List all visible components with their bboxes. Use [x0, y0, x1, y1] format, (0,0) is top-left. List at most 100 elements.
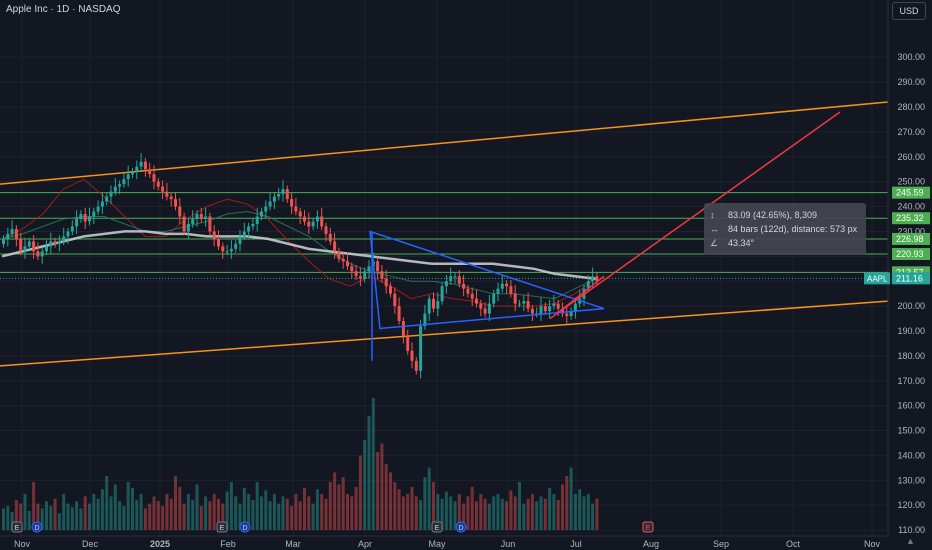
candle — [328, 233, 332, 242]
volume-bar — [66, 503, 70, 530]
time-tick-label: Oct — [786, 539, 801, 549]
price-tick-label: 140.00 — [897, 450, 925, 460]
candle — [522, 301, 526, 304]
candle — [311, 221, 315, 227]
volume-bar — [6, 506, 10, 530]
volume-bar — [298, 501, 302, 530]
volume-bar — [410, 486, 414, 530]
price-label-box — [892, 186, 930, 199]
price-tick-label: 200.00 — [897, 301, 925, 311]
candle — [260, 211, 263, 217]
dividend-marker[interactable] — [455, 521, 467, 533]
candle — [500, 283, 504, 289]
candle — [505, 283, 509, 287]
earnings-marker[interactable] — [431, 521, 443, 533]
candle — [277, 194, 281, 197]
price-tick-label: 240.00 — [897, 202, 925, 212]
candle — [406, 335, 410, 351]
tooltip-bars: 84 bars (122d), distance: 573 px — [728, 224, 858, 234]
candle — [191, 219, 195, 224]
tooltip-bars-row: ↔ 84 bars (122d), distance: 573 px — [710, 222, 857, 236]
candle — [66, 231, 70, 237]
price-label-text: 235.32 — [896, 213, 924, 223]
earnings-marker[interactable] — [216, 521, 228, 533]
volume-bar — [432, 482, 435, 530]
volume-bar — [148, 503, 152, 530]
volume-bar — [376, 452, 380, 530]
channel-upper-line[interactable] — [0, 101, 889, 185]
volume-bar — [161, 506, 165, 530]
volume-bar — [505, 501, 509, 530]
trend-ray-short[interactable] — [559, 275, 605, 312]
candle — [565, 313, 569, 317]
channel-lower-line[interactable] — [0, 300, 889, 367]
volume-bar — [27, 510, 31, 530]
volume-bar — [272, 494, 276, 530]
candle — [363, 271, 367, 279]
candle — [419, 326, 423, 371]
earnings-marker[interactable] — [642, 521, 654, 533]
candle — [526, 301, 530, 309]
candle — [62, 236, 66, 242]
volume-bar — [586, 494, 590, 530]
volume-bar — [444, 491, 448, 530]
dividend-marker[interactable] — [239, 521, 251, 533]
candle — [208, 216, 212, 232]
currency-button[interactable]: USD — [892, 2, 926, 20]
candle — [513, 293, 517, 304]
candle — [268, 201, 272, 207]
volume-bar — [247, 494, 251, 530]
candle — [384, 278, 388, 287]
volume-bar — [419, 500, 423, 530]
candle — [186, 223, 190, 232]
volume-bar — [406, 494, 410, 530]
volume-bar — [109, 496, 113, 530]
candle — [548, 306, 552, 312]
candle — [57, 241, 61, 244]
event-marker-label: E — [646, 525, 651, 532]
candle — [285, 189, 289, 200]
volume-bar — [238, 503, 242, 530]
volume-bar — [462, 503, 466, 530]
volume-bar — [311, 503, 315, 530]
volume-bar — [96, 498, 100, 530]
volume-bar — [341, 477, 345, 530]
volume-bar — [32, 482, 36, 530]
volume-bar — [62, 494, 66, 530]
volume-bar — [131, 488, 134, 530]
volume-bar — [100, 489, 104, 530]
volume-bar — [513, 496, 517, 530]
earnings-marker[interactable] — [11, 521, 23, 533]
triangle-pattern[interactable] — [369, 230, 605, 330]
candle — [10, 228, 14, 234]
time-tick-label: Feb — [220, 539, 236, 549]
candle — [70, 226, 74, 232]
volume-bar — [49, 506, 53, 530]
event-marker-label: D — [34, 525, 39, 532]
tradingview-logo-icon: ▲ — [906, 536, 915, 546]
volume-bar — [526, 498, 530, 530]
price-tick-label: 260.00 — [897, 152, 925, 162]
time-tick-label: Apr — [358, 539, 372, 549]
time-tick-label: May — [428, 539, 446, 549]
candle — [92, 211, 96, 217]
volume-bar — [535, 501, 539, 530]
dividend-marker[interactable] — [31, 521, 43, 533]
candle — [573, 303, 577, 312]
candle — [487, 303, 491, 314]
price-tick-label: 190.00 — [897, 326, 925, 336]
volume-bar — [393, 482, 397, 530]
volume-bar — [165, 494, 169, 530]
candle — [217, 238, 220, 247]
candle — [346, 261, 349, 267]
volume-bar — [14, 500, 18, 530]
candle — [195, 214, 199, 220]
candle — [156, 181, 160, 187]
candle — [586, 281, 590, 289]
trend-ray-line[interactable] — [549, 111, 841, 320]
candle — [53, 241, 57, 244]
volume-bar — [113, 484, 117, 530]
candle — [569, 311, 573, 317]
